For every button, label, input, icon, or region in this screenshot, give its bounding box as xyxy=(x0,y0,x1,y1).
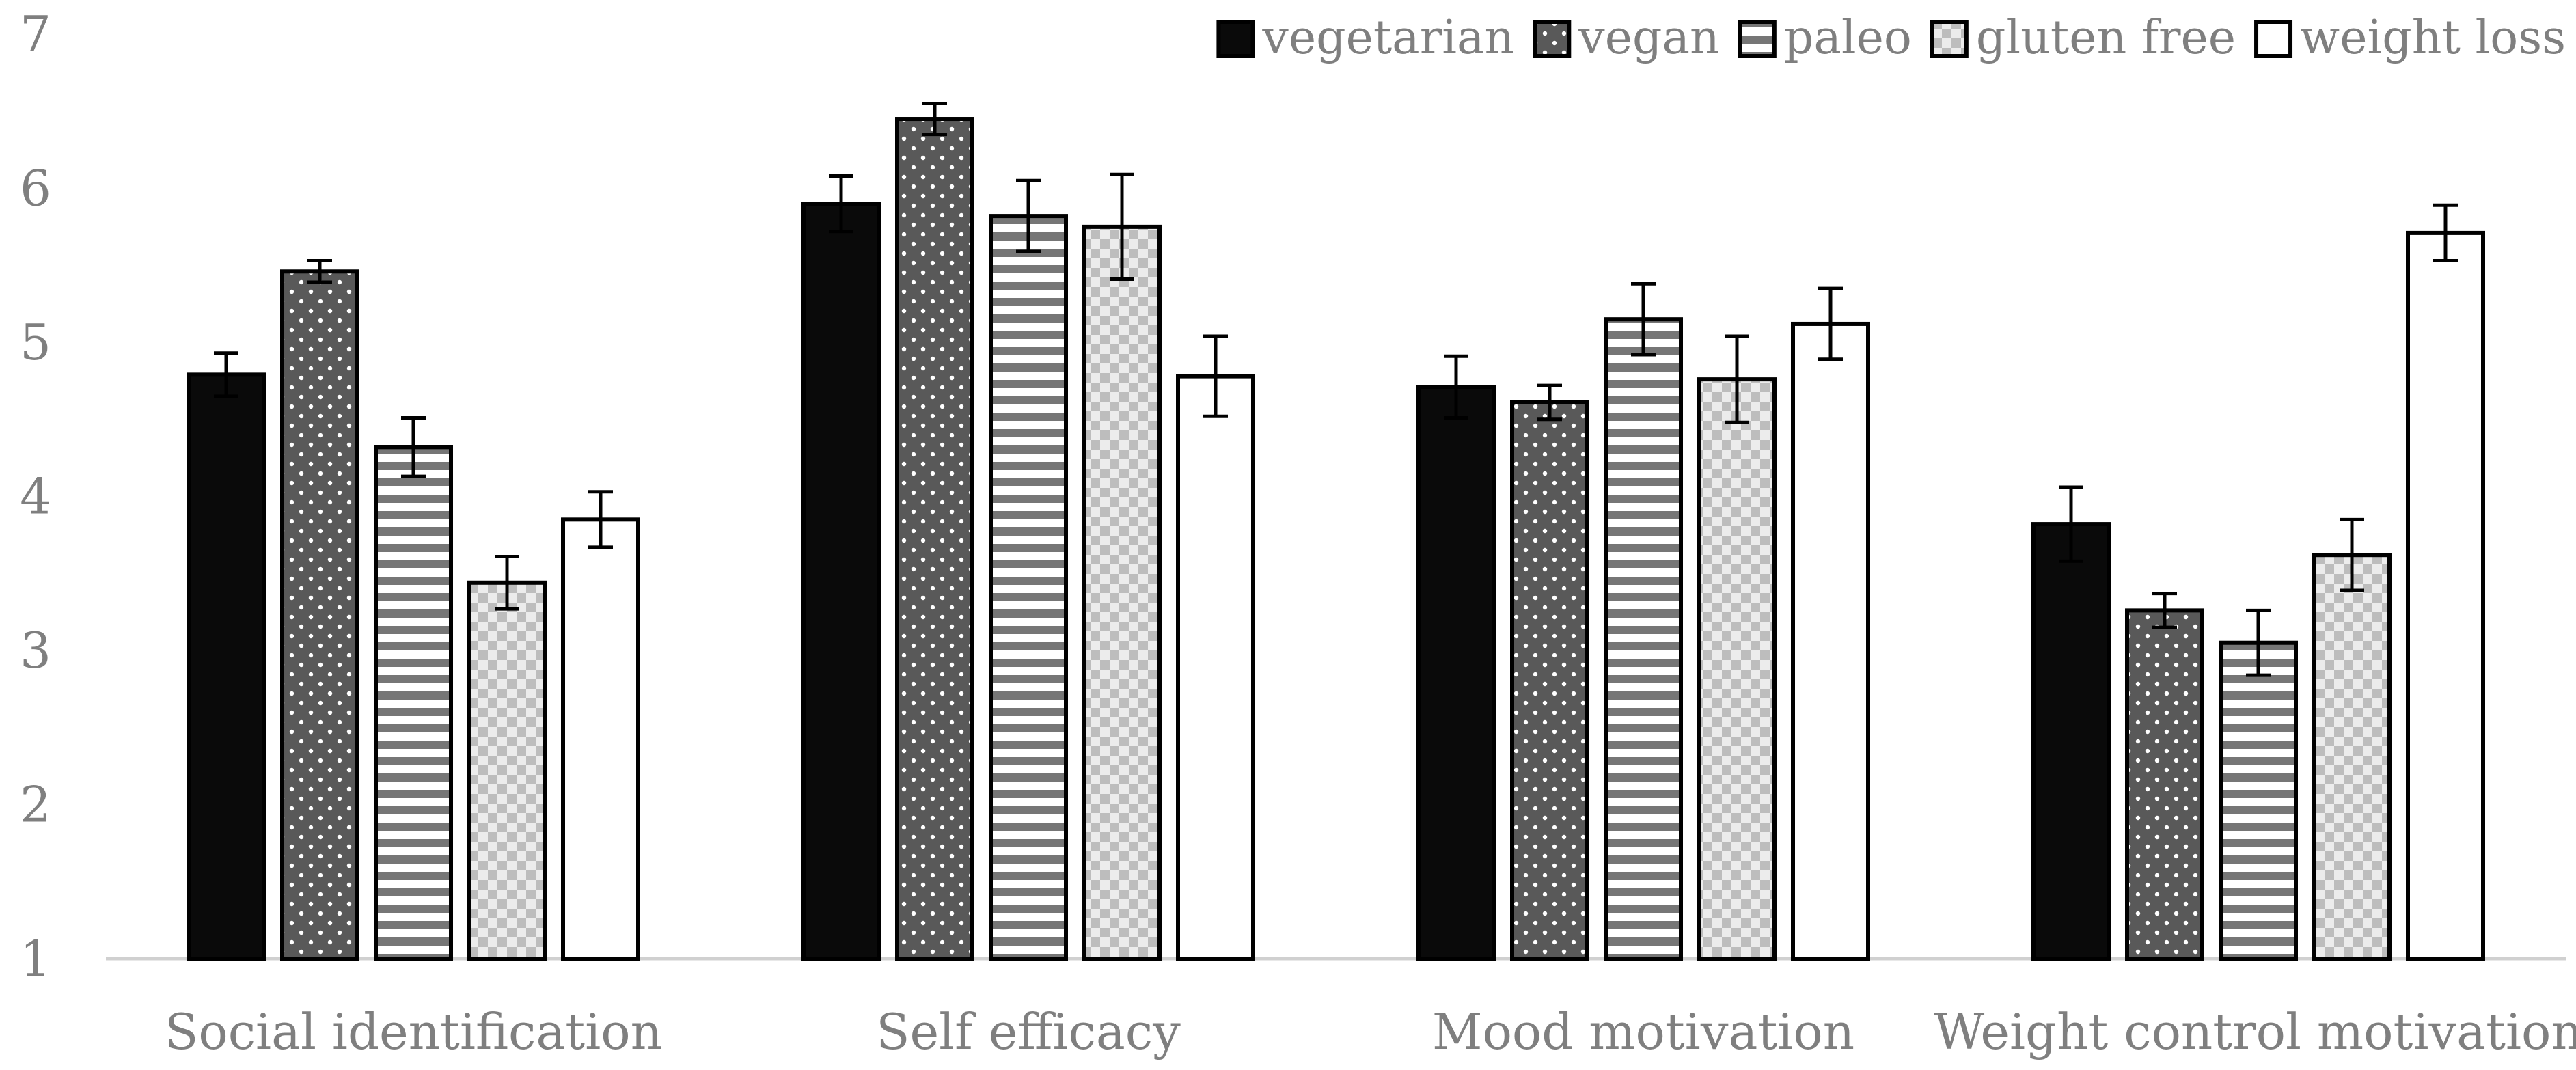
bar-paleo-1 xyxy=(989,214,1068,961)
bar-weight-loss-3 xyxy=(2406,230,2485,961)
category-label: Social identification xyxy=(165,1003,662,1060)
bar-vegan-2 xyxy=(1510,400,1589,961)
bar-gluten-free-2 xyxy=(1697,377,1777,961)
legend-label: vegan xyxy=(1578,11,1720,65)
legend-label: weight loss xyxy=(2300,11,2566,65)
error-bar xyxy=(2246,608,2271,677)
error-bar xyxy=(1444,354,1468,420)
bar-paleo-0 xyxy=(374,445,453,961)
y-tick-label: 6 xyxy=(20,160,51,217)
y-tick-label: 7 xyxy=(20,5,51,63)
y-tick-label: 4 xyxy=(20,468,51,525)
error-bar xyxy=(495,554,519,611)
bar-vegetarian-1 xyxy=(801,202,881,961)
error-bar xyxy=(1725,334,1749,424)
y-tick-label: 3 xyxy=(20,622,51,679)
y-axis-labels: 1 2 3 4 5 6 7 xyxy=(20,5,51,987)
error-bar xyxy=(2433,203,2458,262)
y-tick-label: 5 xyxy=(20,314,51,371)
legend-swatch-vegan xyxy=(1533,20,1572,58)
y-tick-label: 2 xyxy=(20,776,51,834)
error-bar xyxy=(1110,172,1134,282)
error-bar xyxy=(2059,485,2083,563)
error-bar xyxy=(1818,286,1843,361)
bar-vegetarian-2 xyxy=(1416,385,1496,961)
bar-vegan-3 xyxy=(2125,608,2204,961)
category-label: Weight control motivation xyxy=(1934,1003,2576,1060)
error-bar xyxy=(588,490,613,549)
bar-vegan-1 xyxy=(895,117,974,961)
bar-weight-loss-0 xyxy=(561,517,640,961)
error-bar xyxy=(2340,517,2364,592)
error-bar xyxy=(307,258,332,284)
legend-swatch-weight-loss xyxy=(2254,20,2293,58)
legend-swatch-vegetarian xyxy=(1216,20,1255,58)
bar-vegetarian-0 xyxy=(187,372,266,961)
bar-gluten-free-3 xyxy=(2312,553,2392,961)
legend: vegetarian vegan paleo gluten free weight lo… xyxy=(1216,11,2566,65)
bar-paleo-2 xyxy=(1604,317,1683,961)
bar-paleo-3 xyxy=(2219,640,2298,961)
bar-weight-loss-2 xyxy=(1791,321,1870,961)
error-bar xyxy=(1537,383,1562,422)
error-bar xyxy=(401,415,426,478)
bar-weight-loss-1 xyxy=(1176,374,1255,961)
legend-label: vegetarian xyxy=(1261,11,1514,65)
legend-label: gluten free xyxy=(1976,11,2236,65)
bar-group xyxy=(187,117,2485,961)
category-label: Mood motivation xyxy=(1432,1003,1854,1060)
error-bar xyxy=(214,351,238,398)
bar-gluten-free-0 xyxy=(467,580,547,961)
legend-swatch-paleo xyxy=(1738,20,1777,58)
error-bar xyxy=(1203,334,1228,418)
legend-swatch-gluten-free xyxy=(1930,20,1969,58)
y-tick-label: 1 xyxy=(20,930,51,987)
bar-vegetarian-3 xyxy=(2031,522,2111,961)
error-bar-group xyxy=(214,101,2458,677)
category-label: Self efficacy xyxy=(876,1003,1181,1060)
error-bar xyxy=(829,174,853,234)
bar-gluten-free-1 xyxy=(1082,224,1162,961)
error-bar xyxy=(922,101,947,137)
legend-label: paleo xyxy=(1784,11,1912,65)
error-bar xyxy=(1016,178,1041,253)
category-labels: Social identification Self efficacy Mood m… xyxy=(165,1003,2576,1060)
error-bar xyxy=(1631,282,1656,357)
bar-vegan-0 xyxy=(280,269,359,961)
error-bar xyxy=(2152,592,2177,629)
